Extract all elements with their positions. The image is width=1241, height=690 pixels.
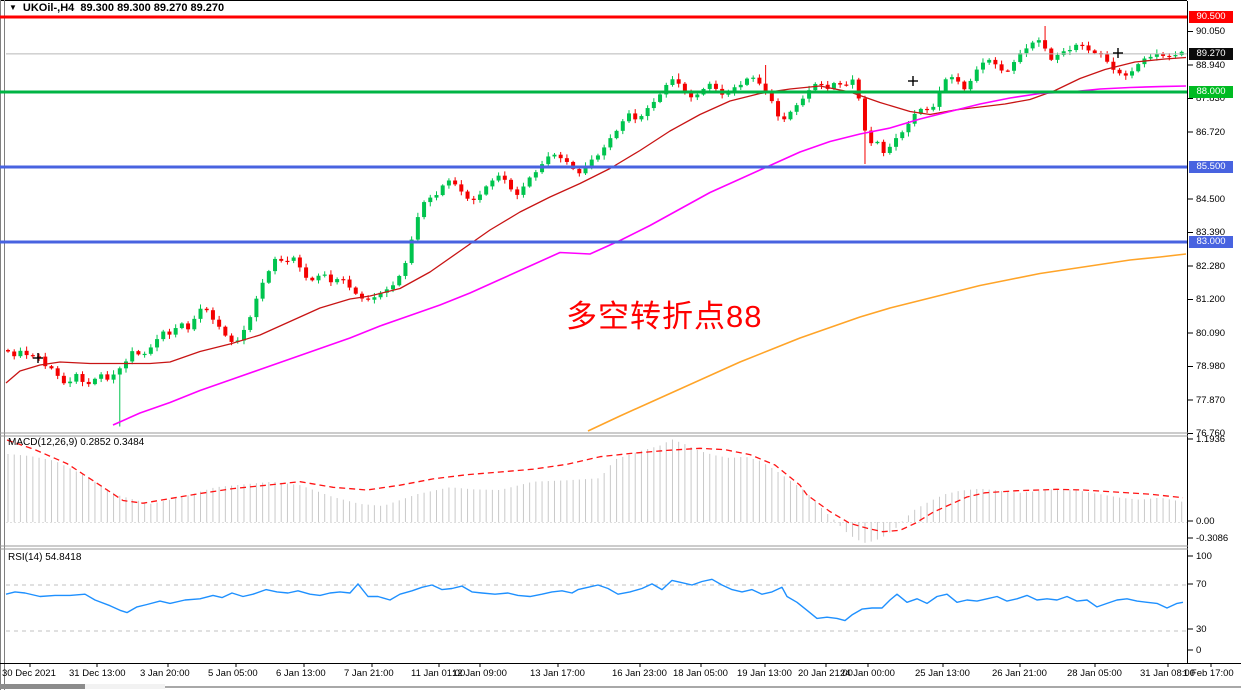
time-axis-label: 18 Jan 05:00 (673, 668, 728, 679)
macd-tick-label: -0.3086 (1196, 532, 1229, 544)
time-axis-label: 24 Jan 00:00 (840, 668, 895, 679)
time-axis-label: 31 Jan 08:00 (1140, 668, 1195, 679)
time-axis-label: 28 Jan 05:00 (1067, 668, 1122, 679)
price-tick-label: 87.830 (1196, 93, 1226, 104)
price-tick-label: 81.200 (1196, 294, 1226, 305)
chart-title-bar: ▼ UKOil-,H4 89.300 89.300 89.270 89.270 (9, 2, 224, 14)
price-tick-label: 80.090 (1196, 327, 1226, 339)
time-axis-label: 5 Jan 05:00 (208, 668, 258, 679)
time-axis-label: 12 Jan 09:00 (452, 668, 507, 679)
rsi-indicator-label: RSI(14) 54.8418 (8, 552, 82, 563)
price-tick-label: 77.870 (1196, 394, 1226, 406)
price-tick-label: 86.720 (1196, 126, 1226, 138)
price-level-badge: 85.500 (1189, 161, 1233, 173)
time-axis-label: 11 Jan 01:00 (411, 668, 466, 679)
time-axis-label: 26 Jan 21:00 (992, 668, 1047, 679)
price-tick-label: 82.280 (1196, 260, 1226, 272)
price-level-badge: 88.000 (1189, 86, 1233, 98)
price-level-badge: 90.500 (1189, 11, 1233, 23)
symbol-dropdown-icon[interactable]: ▼ (9, 3, 17, 12)
price-tick-label: 84.500 (1196, 193, 1226, 205)
macd-indicator-label: MACD(12,26,9) 0.2852 0.3484 (8, 437, 145, 448)
price-tick-label: 88.940 (1196, 59, 1226, 71)
time-axis-label: 6 Jan 13:00 (276, 668, 326, 679)
time-axis-label: 19 Jan 13:00 (737, 668, 792, 679)
time-axis-label: 7 Jan 21:00 (344, 668, 394, 679)
time-axis-label: 30 Dec 2021 (2, 668, 56, 679)
time-axis-label: 16 Jan 23:00 (612, 668, 667, 679)
ohlc-quote-label: 89.300 89.300 89.270 89.270 (80, 2, 225, 14)
time-axis-label: 20 Jan 21:00 (798, 668, 853, 679)
macd-tick-label: 1.1936 (1196, 433, 1226, 445)
rsi-tick-label: 100 (1196, 550, 1212, 562)
time-axis-label: 13 Jan 17:00 (530, 668, 585, 679)
time-axis-label: 1 Feb 17:00 (1183, 668, 1234, 679)
rsi-tick-label: 30 (1196, 623, 1207, 635)
time-axis-label: 25 Jan 13:00 (915, 668, 970, 679)
rsi-tick-label: 70 (1196, 578, 1207, 590)
price-tick-label: 83.390 (1196, 227, 1226, 238)
price-tick-label: 78.980 (1196, 361, 1226, 372)
time-axis-label: 31 Dec 13:00 (69, 668, 126, 679)
price-tick-label: 76.760 (1196, 428, 1226, 439)
price-tick-label: 90.050 (1196, 26, 1226, 37)
price-level-badge: 89.270 (1189, 48, 1233, 60)
chart-annotation-text: 多空转折点88 (566, 299, 763, 334)
time-axis-label: 3 Jan 20:00 (140, 668, 190, 679)
rsi-tick-label: 0 (1196, 644, 1202, 656)
symbol-period-label[interactable]: UKOil-,H4 (22, 2, 75, 14)
price-level-badge: 83.000 (1189, 236, 1233, 248)
macd-tick-label: 0.00 (1196, 515, 1215, 527)
